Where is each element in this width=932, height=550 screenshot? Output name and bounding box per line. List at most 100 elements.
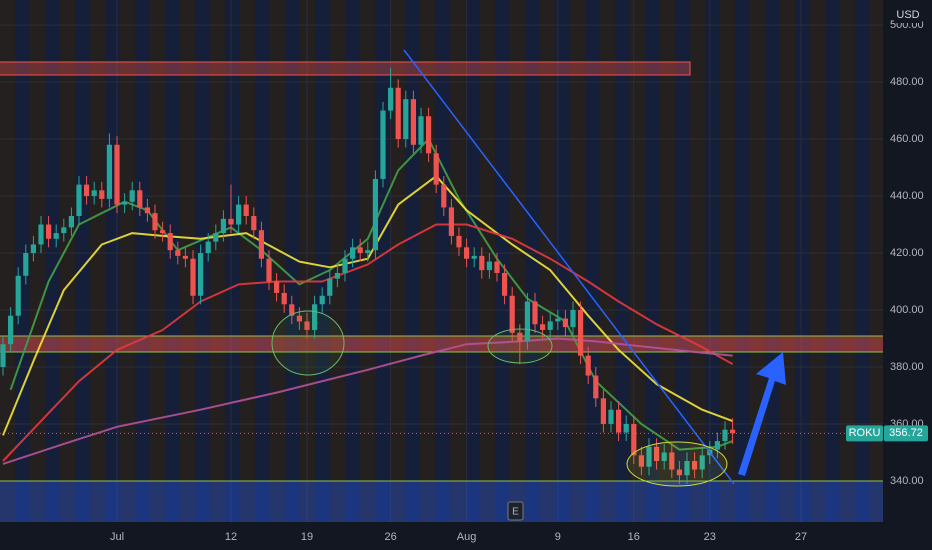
candle-body <box>570 310 576 328</box>
candle-body <box>281 292 287 305</box>
candle-body <box>654 446 660 462</box>
y-tick-label: 440.00 <box>890 190 924 202</box>
candle-body <box>53 233 59 239</box>
x-tick-label: 27 <box>795 531 807 543</box>
ellipse <box>487 328 553 364</box>
candle-body <box>699 455 705 470</box>
candle-body <box>312 304 318 330</box>
y-tick-label: 420.00 <box>890 247 924 259</box>
price-label: 356.72 <box>889 427 923 439</box>
x-tick-label: 26 <box>384 531 396 543</box>
candle-body <box>433 153 439 185</box>
price-box <box>884 425 928 442</box>
candle-body <box>410 99 416 145</box>
currency-box <box>894 6 922 23</box>
candle-body <box>730 429 736 434</box>
candle-body <box>524 301 530 342</box>
ellipse <box>271 310 345 376</box>
candle-body <box>296 315 302 322</box>
candle-body <box>380 110 386 179</box>
candle-body <box>167 233 173 251</box>
candle-body <box>608 409 614 424</box>
candle-body <box>502 272 508 296</box>
candle-body <box>479 255 485 271</box>
top-zone <box>0 61 691 76</box>
candle-body <box>350 247 356 259</box>
candle-body <box>68 215 74 228</box>
candle-body <box>251 215 257 231</box>
candle-body <box>243 204 249 216</box>
candle-body <box>464 247 470 259</box>
candle-body <box>46 224 52 239</box>
candle-body <box>372 178 378 251</box>
candle-body <box>441 184 447 208</box>
candle-body <box>327 278 333 296</box>
candle-body <box>676 469 682 476</box>
y-tick-label: 400.00 <box>890 304 924 316</box>
candle-body <box>578 310 584 356</box>
candle-body <box>471 255 477 259</box>
candle-body <box>646 446 652 467</box>
candle-body <box>137 190 143 208</box>
candle-body <box>84 184 90 197</box>
candle-body <box>365 250 371 254</box>
candle-body <box>532 301 538 325</box>
candle-body <box>0 344 6 367</box>
currency: USD <box>896 9 919 21</box>
earnings-icon <box>507 501 524 521</box>
candle-body <box>623 423 629 433</box>
x-tick-label: 19 <box>301 531 313 543</box>
candle-body <box>547 321 553 330</box>
x-axis-background <box>0 522 883 550</box>
candle-body <box>213 233 219 242</box>
candle-body <box>448 207 454 236</box>
candle-body <box>23 253 29 276</box>
moving-average <box>2 337 733 465</box>
candle-body <box>342 258 348 273</box>
candle-body <box>152 213 158 231</box>
y-axis-background <box>883 0 932 550</box>
candle-body <box>304 321 310 330</box>
candle-body <box>61 227 67 234</box>
candle-body <box>122 201 128 205</box>
candle-body <box>616 409 622 433</box>
candle-body <box>8 315 14 345</box>
candle-body <box>600 398 606 424</box>
arrow <box>738 352 786 476</box>
candle-body <box>388 87 394 111</box>
candle-body <box>129 190 135 202</box>
candle-body <box>198 253 204 296</box>
y-tick-label: 340.00 <box>890 475 924 487</box>
candle-body <box>669 452 675 470</box>
candle-body <box>144 207 150 214</box>
candle-body <box>182 255 188 259</box>
candle-body <box>38 224 44 245</box>
symbol-label: ROKU <box>849 427 881 439</box>
candle-body <box>418 116 424 145</box>
candle-body <box>190 258 196 296</box>
candle-body <box>714 441 720 450</box>
candle-body <box>509 295 515 333</box>
candle-body <box>91 190 97 197</box>
candle-body <box>426 116 432 154</box>
candle-body <box>228 218 234 225</box>
candle-body <box>334 272 340 279</box>
earnings-letter: E <box>512 507 519 518</box>
candle-body <box>562 318 568 328</box>
y-tick-label: 380.00 <box>890 361 924 373</box>
ellipse <box>626 441 728 487</box>
plot-area: E <box>0 0 883 522</box>
candle-body <box>403 99 409 140</box>
candle-body <box>99 190 105 199</box>
candle-body <box>684 461 690 476</box>
candle-body <box>289 304 295 316</box>
y-tick-label: 480.00 <box>890 76 924 88</box>
candle-body <box>175 250 181 256</box>
candle-body <box>30 244 36 254</box>
candle-body <box>274 281 280 293</box>
candle-body <box>456 235 462 248</box>
candle-body <box>395 87 401 140</box>
candle-body <box>319 295 325 305</box>
candle-body <box>76 184 82 216</box>
